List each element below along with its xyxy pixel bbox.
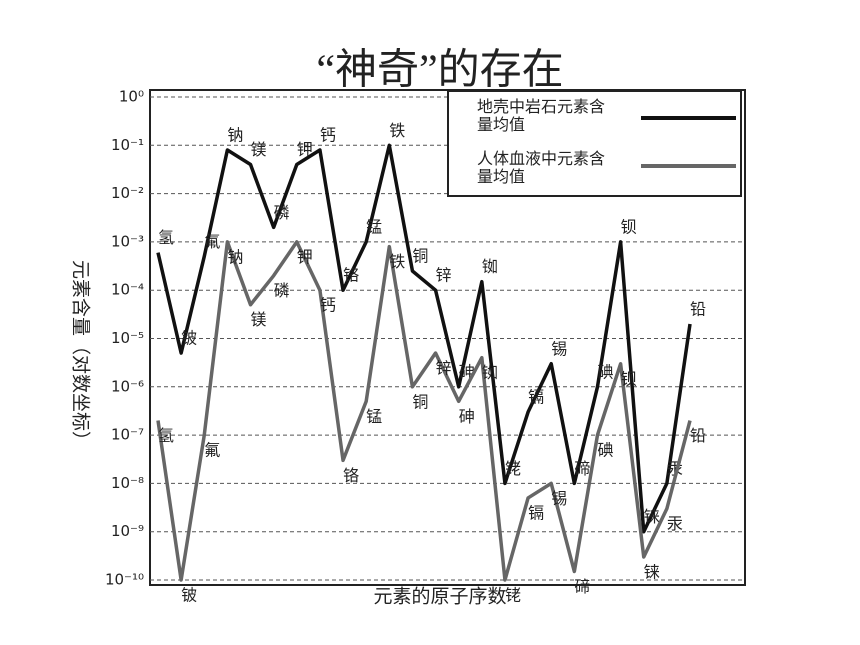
- y-tick-label: 10⁻⁵: [111, 329, 144, 347]
- point-label: 钡: [621, 217, 637, 236]
- point-label: 钾: [297, 247, 313, 266]
- point-label: 锡: [551, 489, 567, 508]
- point-label: 铍: [181, 329, 197, 348]
- y-tick-label: 10⁻⁷: [111, 426, 144, 444]
- y-tick-label: 10⁻⁹: [111, 522, 144, 540]
- point-label: 锡: [551, 339, 567, 358]
- point-label: 碘: [597, 362, 613, 381]
- point-label: 氢: [158, 228, 174, 247]
- y-tick-label: 10⁻²: [111, 184, 144, 202]
- legend: 地壳中岩石元素含量均值 人体血液中元素含量均值: [447, 90, 742, 197]
- point-label: 铬: [343, 266, 359, 285]
- legend-swatch: [641, 164, 736, 168]
- point-label: 铁: [389, 121, 405, 140]
- point-label: 钠: [227, 247, 243, 266]
- point-label: 氟: [204, 232, 220, 251]
- point-label: 锌: [436, 359, 452, 378]
- point-label: 钠: [227, 125, 243, 144]
- point-label: 磷: [274, 281, 290, 300]
- point-label: 氟: [204, 441, 220, 460]
- point-label: 碘: [597, 441, 613, 460]
- point-label: 锰: [366, 407, 382, 426]
- point-label: 铑: [505, 586, 521, 605]
- point-label: 钙: [320, 296, 336, 315]
- point-label: 铅: [690, 299, 706, 318]
- series-line: [156, 240, 692, 582]
- point-label: 铑: [505, 459, 521, 478]
- point-label: 锌: [436, 266, 452, 285]
- point-label: 镁: [251, 310, 267, 329]
- y-axis-label: 元素含量（对数坐标）: [70, 260, 92, 450]
- legend-swatch: [641, 116, 736, 120]
- point-label: 铍: [181, 586, 197, 605]
- point-label: 铁: [389, 252, 405, 271]
- point-label: 钙: [320, 125, 336, 144]
- point-label: 砷: [459, 407, 475, 426]
- point-label: 磷: [274, 203, 290, 222]
- legend-label: 地壳中岩石元素含量均值: [477, 97, 606, 134]
- point-label: 铅: [690, 426, 706, 445]
- y-tick-label: 10⁻⁶: [111, 377, 144, 395]
- point-label: 镁: [251, 140, 267, 159]
- y-tick-label: 10⁻⁸: [111, 474, 144, 492]
- legend-label: 人体血液中元素含量均值: [477, 149, 606, 186]
- point-label: 镉: [528, 503, 544, 522]
- point-label: 碲: [574, 577, 590, 596]
- y-tick-label: 10⁻¹⁰: [105, 571, 144, 589]
- y-tick-label: 10⁻³: [111, 232, 144, 250]
- point-label: 铼: [644, 562, 660, 581]
- y-tick-label: 10⁰: [119, 88, 144, 106]
- point-label: 铼: [644, 507, 660, 526]
- y-tick-label: 10⁻¹: [111, 136, 144, 154]
- y-tick-label: 10⁻⁴: [111, 281, 144, 299]
- x-axis-label: 元素的原子序数: [373, 586, 506, 608]
- series-line: [156, 143, 692, 534]
- point-label: 锰: [366, 217, 382, 236]
- point-label: 铜: [412, 392, 428, 411]
- point-label: 镉: [528, 388, 544, 407]
- point-label: 铜: [412, 246, 428, 265]
- point-label: 氢: [158, 426, 174, 445]
- point-label: 汞: [667, 514, 683, 533]
- point-label: 钾: [297, 140, 313, 159]
- point-label: 铬: [343, 466, 359, 485]
- point-label: 碲: [574, 459, 590, 478]
- point-label: 钡: [621, 369, 637, 388]
- point-label: 铷: [482, 363, 498, 382]
- point-label: 铷: [482, 257, 498, 276]
